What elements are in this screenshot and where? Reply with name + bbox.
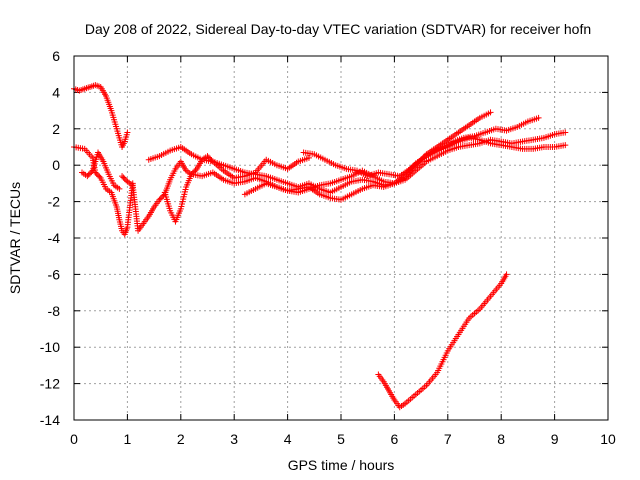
y-axis-label: SDTVAR / TECUs [7,182,23,294]
data-point [562,142,569,149]
data-point [562,129,569,136]
plot-frame [73,55,609,421]
data-point [87,170,94,177]
y-tick-label: -2 [48,194,61,210]
y-tick-label: -10 [40,339,60,355]
series-track-f [161,153,312,225]
x-tick-label: 8 [497,431,505,447]
series-track-e [145,129,569,196]
data-point [85,171,92,178]
y-tick-label: -8 [48,303,61,319]
tick-labels: 0 1 2 3 4 5 6 7 8 9 10 6 4 2 0 -2 -4 -6 -8 -10 -12 -14 [40,48,616,447]
series-track-i [375,271,510,411]
x-tick-label: 3 [230,431,238,447]
x-tick-label: 0 [70,431,78,447]
data-point [535,114,542,121]
y-tick-label: 6 [52,48,60,64]
series-track-a [71,82,131,150]
y-tick-label: -14 [40,412,60,428]
x-tick-label: 1 [124,431,132,447]
y-tick-label: -6 [48,266,61,282]
data-point [207,155,214,162]
data-point [119,173,126,180]
data-point [120,174,127,181]
data-points [71,82,569,411]
x-tick-label: 7 [444,431,452,447]
data-point [88,169,95,176]
data-point [192,167,199,174]
y-tick-label: -4 [48,230,61,246]
series-track-b [71,144,136,238]
x-axis-label: GPS time / hours [288,457,395,473]
data-point [189,169,196,176]
data-point [84,173,91,180]
data-point [124,129,131,136]
x-tick-label: 4 [284,431,292,447]
x-tick-label: 6 [391,431,399,447]
x-tick-label: 9 [551,431,559,447]
data-point [123,177,130,184]
series-track-h [300,114,542,180]
data-point [191,168,198,175]
y-tick-label: 2 [52,121,60,137]
series-track-g [241,109,494,198]
data-point [95,172,102,179]
data-point [487,109,494,116]
data-point [188,171,195,178]
x-tick-label: 5 [337,431,345,447]
chart-title: Day 208 of 2022, Sidereal Day-to-day VTE… [85,21,591,37]
grid [74,56,608,420]
data-point [121,175,128,182]
data-point [157,195,164,202]
y-tick-label: -12 [40,376,60,392]
x-tick-label: 10 [600,431,616,447]
data-point [305,154,312,161]
data-point [208,157,215,164]
data-point [96,173,103,180]
data-point [116,185,123,192]
x-tick-label: 2 [177,431,185,447]
data-point [204,153,211,160]
data-point [93,170,100,177]
y-tick-label: 4 [52,84,60,100]
data-point [156,196,163,203]
y-tick-label: 0 [52,157,60,173]
data-point [503,271,510,278]
series-track-c [79,149,123,192]
data-point [205,154,212,161]
